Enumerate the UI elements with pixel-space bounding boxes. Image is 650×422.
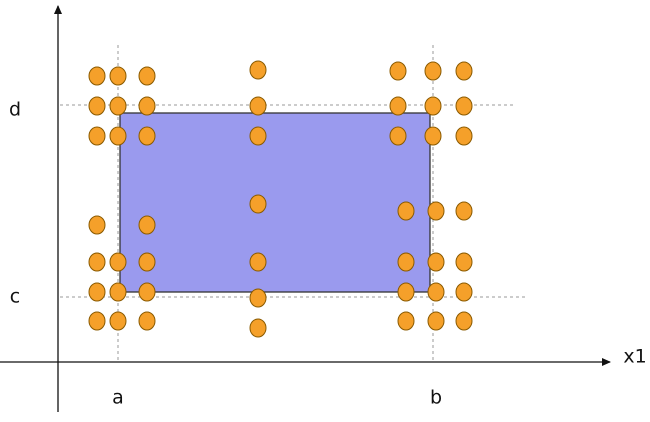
- test-point: [249, 60, 267, 80]
- test-point: [138, 311, 156, 331]
- test-point: [88, 96, 106, 116]
- test-point: [249, 252, 267, 272]
- test-point: [389, 61, 407, 81]
- test-point: [88, 252, 106, 272]
- test-point: [397, 201, 415, 221]
- test-point: [138, 215, 156, 235]
- test-point: [427, 252, 445, 272]
- test-point: [455, 96, 473, 116]
- test-point: [109, 126, 127, 146]
- test-point: [455, 61, 473, 81]
- test-point: [249, 126, 267, 146]
- y-mark-label: c: [10, 286, 20, 308]
- test-point: [427, 311, 445, 331]
- test-point: [109, 311, 127, 331]
- test-point: [427, 282, 445, 302]
- test-point: [397, 252, 415, 272]
- test-point: [249, 96, 267, 116]
- test-point: [88, 311, 106, 331]
- test-point: [455, 311, 473, 331]
- y-mark-label: d: [9, 99, 21, 121]
- test-points: [88, 60, 473, 338]
- valid-region: [119, 112, 431, 293]
- test-point: [427, 201, 445, 221]
- test-point: [455, 126, 473, 146]
- test-point: [109, 252, 127, 272]
- test-point: [397, 282, 415, 302]
- test-point: [138, 252, 156, 272]
- test-point: [249, 318, 267, 338]
- x-mark-label: b: [430, 387, 442, 409]
- test-point: [249, 288, 267, 308]
- test-point: [138, 96, 156, 116]
- test-point: [249, 194, 267, 214]
- test-point: [138, 282, 156, 302]
- test-point: [389, 126, 407, 146]
- test-point: [424, 96, 442, 116]
- test-point: [389, 96, 407, 116]
- test-point: [88, 126, 106, 146]
- test-point: [88, 66, 106, 86]
- test-point: [88, 215, 106, 235]
- test-point: [109, 96, 127, 116]
- x-mark-label: a: [112, 387, 124, 409]
- test-point: [424, 126, 442, 146]
- test-point: [424, 61, 442, 81]
- test-point: [455, 252, 473, 272]
- x-axis-label: x1: [623, 346, 646, 368]
- test-point: [138, 66, 156, 86]
- test-point: [109, 66, 127, 86]
- test-point: [88, 282, 106, 302]
- test-point: [455, 201, 473, 221]
- test-point: [397, 311, 415, 331]
- test-point: [109, 282, 127, 302]
- test-point: [138, 126, 156, 146]
- test-point: [455, 282, 473, 302]
